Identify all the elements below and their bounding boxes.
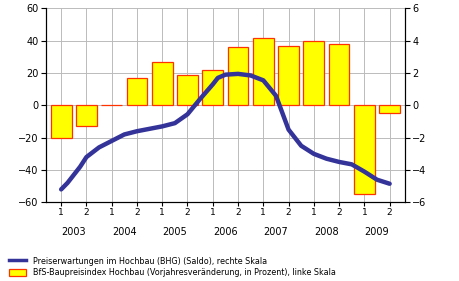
Legend: Preiserwartungen im Hochbau (BHG) (Saldo), rechte Skala, BfS-Baupreisindex Hochb: Preiserwartungen im Hochbau (BHG) (Saldo… [9, 257, 335, 277]
Bar [177, 75, 197, 105]
Text: 2004: 2004 [112, 227, 136, 237]
Text: 2007: 2007 [263, 227, 288, 237]
Bar [379, 105, 399, 114]
Bar [252, 38, 273, 105]
Bar [353, 105, 374, 194]
Bar [202, 70, 223, 105]
Bar [278, 46, 298, 105]
Text: 2009: 2009 [364, 227, 388, 237]
Bar [151, 62, 172, 105]
Text: 2008: 2008 [313, 227, 338, 237]
Bar [126, 78, 147, 105]
Bar [227, 47, 248, 105]
Bar [328, 44, 349, 105]
Bar [50, 105, 71, 138]
Text: 2005: 2005 [162, 227, 187, 237]
Text: 2003: 2003 [62, 227, 86, 237]
Bar [303, 41, 324, 105]
Bar [76, 105, 96, 126]
Text: 2006: 2006 [213, 227, 237, 237]
